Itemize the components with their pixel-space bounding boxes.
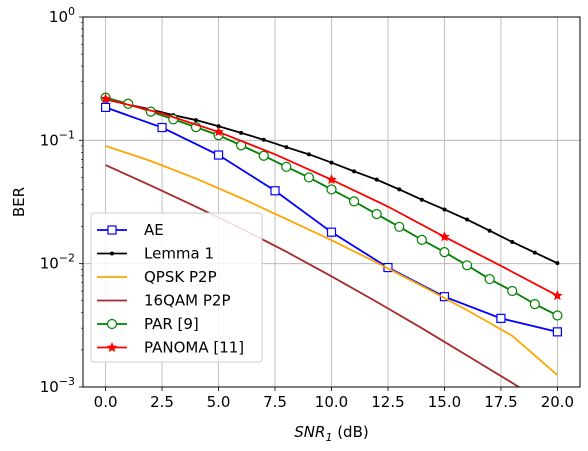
star-marker [106, 341, 118, 352]
dot-marker [374, 177, 379, 182]
circle-marker [529, 299, 540, 310]
circle-marker [258, 150, 269, 161]
dot-marker [442, 207, 447, 212]
circle-marker [507, 285, 518, 297]
dot-marker [510, 239, 515, 244]
dot-marker [419, 197, 424, 202]
series-lemma-1 [103, 97, 560, 266]
legend-label: Lemma 1 [144, 245, 214, 263]
x-tick-label: 15.0 [428, 393, 461, 411]
y-tick-label-base: 10 [40, 255, 59, 273]
series-line [105, 145, 559, 376]
dot-marker [487, 228, 492, 233]
circle-marker [303, 172, 315, 183]
dot-marker [465, 217, 470, 222]
legend-label: PANOMA [11] [144, 339, 244, 357]
y-tick-label-base: 10 [49, 8, 68, 26]
y-tick-label-base: 10 [40, 131, 59, 149]
star-marker [213, 126, 224, 137]
dot-marker [261, 137, 266, 142]
dot-marker [532, 250, 537, 255]
dot-marker [329, 160, 334, 165]
y-tick-label-exponent: 0 [68, 5, 75, 18]
star-marker [100, 93, 111, 104]
square-marker [270, 186, 280, 196]
y-tick-label: 10−2 [40, 252, 75, 273]
square-marker [496, 313, 506, 323]
square-marker [107, 225, 117, 235]
ticks: 0.0 2.5 5.0 7.5 10.0 12.5 15.0 17.5 20.010−310−2… [40, 5, 574, 411]
y-tick-label-exponent: −3 [59, 375, 75, 388]
series-layer [100, 92, 563, 387]
star-marker [552, 290, 563, 301]
circle-marker [394, 221, 405, 232]
x-tick-label: 20.0 [541, 393, 574, 411]
x-axis-label-main: SNR [294, 423, 325, 441]
square-marker [157, 122, 167, 133]
circle-marker [326, 184, 337, 195]
x-tick-label: 17.5 [484, 393, 517, 411]
dot-marker [306, 152, 311, 157]
square-marker [213, 150, 224, 160]
legend-label: PAR [9] [144, 315, 199, 333]
square-marker [552, 327, 563, 337]
circle-marker [461, 260, 473, 271]
y-tick-label: 100 [49, 5, 75, 26]
legend-item: QPSK P2P [97, 268, 217, 286]
x-tick-label: 10.0 [315, 393, 348, 411]
circle-marker [552, 310, 563, 321]
x-tick-label: 5.0 [207, 393, 231, 411]
dot-marker [193, 118, 198, 123]
series-16qam-p2p [105, 164, 521, 387]
legend-item: AE [97, 221, 164, 239]
circle-marker [281, 161, 292, 172]
legend-label: 16QAM P2P [144, 292, 231, 310]
dot-marker [555, 261, 560, 266]
legend-item: 16QAM P2P [97, 292, 231, 310]
circle-marker [416, 234, 427, 245]
star-marker [326, 174, 337, 185]
legend-item: PANOMA [11] [97, 339, 244, 357]
x-tick-label: 2.5 [150, 393, 174, 411]
x-axis-label-unit: (dB) [332, 423, 368, 441]
legend-box [90, 212, 263, 363]
y-tick-label: 10−3 [40, 375, 75, 396]
square-marker [100, 102, 111, 112]
x-axis-label-subscript: 1 [325, 431, 332, 444]
circle-marker [106, 318, 118, 330]
y-tick-label-exponent: −2 [59, 252, 75, 265]
legend: AE Lemma 1 QPSK P2P 16QAM P2P PAR [9] PANOMA … [90, 212, 263, 363]
dot-marker [352, 169, 357, 174]
y-tick-label-base: 10 [40, 378, 59, 396]
star-marker [439, 231, 450, 242]
x-tick-label: 12.5 [371, 393, 404, 411]
circle-marker [484, 273, 495, 285]
dot-marker [216, 124, 221, 129]
x-tick-label: 7.5 [263, 393, 287, 411]
y-tick-label-exponent: −1 [59, 128, 75, 141]
circle-marker [439, 247, 450, 258]
series-qpsk-p2p [105, 145, 559, 376]
circle-marker [371, 209, 382, 220]
series-panoma-11 [100, 93, 563, 301]
series-line [105, 164, 521, 387]
dot-marker [110, 251, 114, 256]
y-tick-label: 10−1 [40, 128, 75, 149]
square-marker [326, 227, 337, 237]
legend-label: QPSK P2P [144, 268, 217, 286]
legend-item: PAR [9] [97, 315, 199, 333]
legend-label: AE [144, 221, 164, 239]
y-axis-label: BER [10, 187, 28, 217]
dot-marker [239, 130, 244, 135]
dot-marker [397, 187, 402, 192]
dot-marker [284, 145, 289, 150]
x-tick-label: 0.0 [94, 393, 118, 411]
x-axis-label: SNR1 (dB) [294, 423, 368, 444]
circle-marker [348, 196, 360, 207]
legend-item: Lemma 1 [97, 245, 214, 263]
